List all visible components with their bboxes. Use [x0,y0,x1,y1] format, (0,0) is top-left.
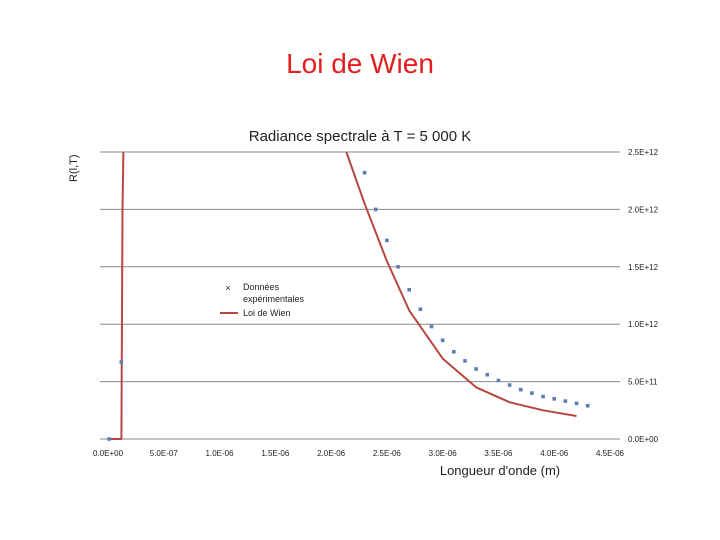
data-point [563,399,568,403]
data-point [585,403,590,408]
legend-label-loi-de-wien: Loi de Wien [243,308,291,318]
data-point [107,437,111,441]
y-tick-label: 0.0E+00 [628,435,659,444]
x-tick-label: 1.0E-06 [206,449,235,458]
y-tick-label: 1.0E+12 [628,320,659,329]
x-tick-label: 3.0E-06 [429,449,458,458]
data-point [507,383,512,387]
data-point [474,367,478,371]
legend: × Données expérimentales Loi de Wien [220,282,305,318]
legend-entry-loi-de-wien: Loi de Wien [220,308,291,318]
y-tick-label: 2.0E+12 [628,205,659,214]
data-point [496,378,501,383]
x-tick-label: 3.5E-06 [484,449,513,458]
data-point [362,170,367,175]
x-tick-label: 1.5E-06 [261,449,290,458]
data-point [396,265,400,269]
y-tick-labels: 0.0E+00 5.0E+11 1.0E+12 1.5E+12 2.0E+12 2.5E+… [628,148,659,444]
data-point [485,372,490,377]
data-point [119,360,124,364]
legend-entry-donnees: × Données expérimentales [225,282,304,304]
legend-marker-scatter: × [225,283,230,293]
data-point [463,359,467,363]
x-tick-label: 2.0E-06 [317,449,346,458]
x-tick-label: 5.0E-07 [150,449,179,458]
legend-label-donnees-line2: expérimentales [243,294,305,304]
x-tick-label: 0.0E+00 [93,449,124,458]
y-tick-label: 2.5E+12 [628,148,659,157]
x-tick-label: 2.5E-06 [373,449,402,458]
data-point [541,394,545,399]
data-point [552,397,557,401]
data-point [518,387,523,392]
data-point [373,207,378,212]
data-point [530,391,534,395]
slide-title: Loi de Wien [286,48,434,79]
data-point [452,349,456,354]
x-axis-label: Longueur d'onde (m) [439,463,561,478]
data-point [429,324,434,329]
x-tick-labels: 0.0E+00 5.0E-07 1.0E-06 1.5E-06 2.0E-06 2.5E-… [93,449,625,458]
chart-title: Radiance spectrale à T = 5 000 K [248,128,472,145]
data-point [407,287,411,292]
data-point [574,401,579,406]
data-series [107,152,590,441]
data-point [385,238,389,243]
series-line-loi-de-wien [109,152,577,440]
data-point [440,338,445,343]
y-tick-label: 1.5E+12 [628,263,659,272]
grid-lines [100,151,620,440]
x-tick-label: 4.0E-06 [540,449,569,458]
x-tick-label: 4.5E-06 [596,449,625,458]
legend-label-donnees-line1: Données [243,282,280,292]
data-point [418,307,423,312]
y-tick-label: 5.0E+11 [628,378,658,387]
